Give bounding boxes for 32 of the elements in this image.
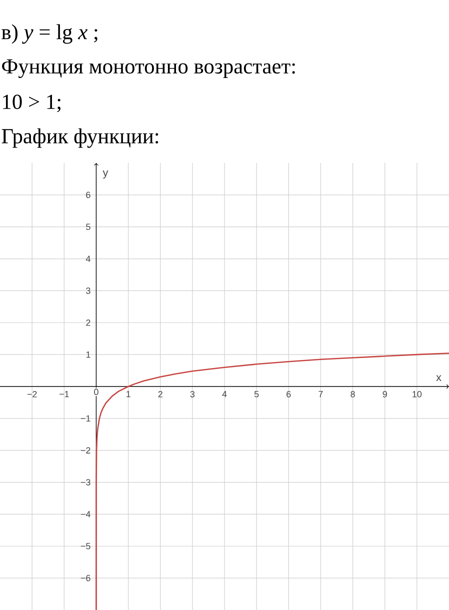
y-tick-label: 1 bbox=[86, 351, 90, 358]
x-tick-label: 4 bbox=[222, 391, 227, 398]
y-tick-label: −4 bbox=[80, 511, 90, 518]
y-tick-label: 4 bbox=[86, 256, 90, 262]
x-tick-label: 10 bbox=[412, 391, 422, 398]
y-tick-label: −6 bbox=[80, 574, 90, 582]
text: Функция монотонно возрастает: bbox=[2, 59, 295, 78]
x-tick-label: 1 bbox=[126, 391, 130, 398]
line-series bbox=[96, 352, 449, 610]
y-tick-label: 6 bbox=[86, 192, 90, 198]
y-tick-label: 3 bbox=[86, 288, 90, 294]
x-tick-label: −1 bbox=[59, 391, 69, 398]
x-tick-label: −2 bbox=[27, 391, 37, 398]
x-tick-label: 0 bbox=[94, 388, 98, 396]
x-tick-label: 5 bbox=[254, 391, 259, 398]
chart-title: в) y = lg x ; bbox=[2, 24, 98, 44]
x-tick-label: 6 bbox=[286, 391, 291, 398]
text: 10 > 1; bbox=[3, 94, 60, 112]
y-tick-label: −2 bbox=[80, 447, 90, 454]
y-tick-label: −5 bbox=[80, 543, 90, 550]
y-tick-label: −1 bbox=[80, 415, 90, 422]
x-tick-label: 9 bbox=[382, 391, 387, 398]
y-tick-label: 5 bbox=[86, 224, 90, 230]
y-tick-label: 2 bbox=[86, 320, 90, 326]
y-tick-label: −3 bbox=[80, 479, 90, 486]
text: График функции: bbox=[2, 128, 158, 148]
x-axis-title: x bbox=[436, 375, 442, 381]
x-tick-label: 8 bbox=[350, 391, 355, 398]
x-tick-label: 3 bbox=[190, 391, 195, 398]
x-tick-label: 7 bbox=[318, 391, 323, 398]
x-tick-label: 2 bbox=[158, 391, 162, 398]
y-axis-title: y bbox=[102, 170, 108, 179]
